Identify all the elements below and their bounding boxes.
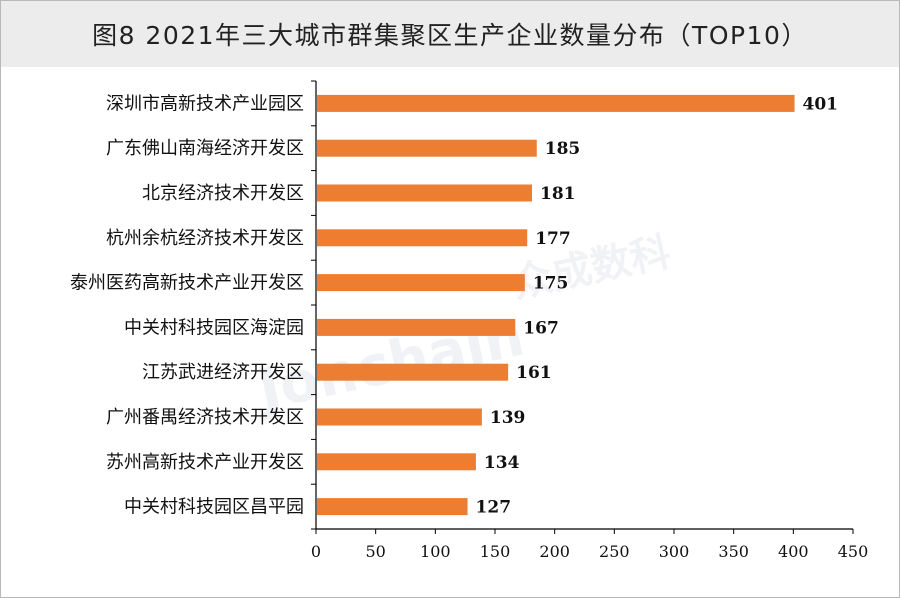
category-label: 深圳市高新技术产业园区 (106, 93, 304, 114)
category-label: 杭州余杭经济技术开发区 (106, 228, 304, 249)
x-tick-label: 100 (420, 542, 451, 561)
category-label: 中关村科技园区海淀园 (124, 317, 304, 338)
category-label: 中关村科技园区昌平园 (124, 497, 304, 518)
bar-6 (317, 318, 516, 336)
bar-5 (317, 274, 525, 292)
x-tick-label: 50 (365, 542, 385, 561)
bar-9 (317, 453, 476, 471)
x-tick-label: 0 (311, 542, 321, 561)
watermark-cn-text: 众成数科 (508, 229, 674, 307)
x-tick-label: 200 (539, 542, 570, 561)
value-label: 175 (533, 274, 569, 294)
x-tick-label: 400 (778, 542, 809, 561)
value-label: 181 (540, 184, 576, 204)
title-bar: 图8 2021年三大城市群集聚区生产企业数量分布（TOP10） (1, 1, 899, 67)
category-label: 广州番禺经济技术开发区 (106, 407, 304, 428)
bar-2 (317, 139, 537, 157)
value-label: 127 (476, 498, 512, 518)
bar-1 (317, 94, 795, 112)
value-label: 185 (545, 139, 581, 159)
category-label: 江苏武进经济开发区 (142, 362, 304, 383)
x-tick-label: 250 (599, 542, 630, 561)
bar-10 (317, 498, 468, 516)
bar-3 (317, 184, 532, 202)
chart-title: 图8 2021年三大城市群集聚区生产企业数量分布（TOP10） (92, 21, 808, 50)
category-label: 广东佛山南海经济开发区 (106, 138, 304, 159)
category-label: 北京经济技术开发区 (142, 183, 304, 204)
value-label: 177 (535, 229, 571, 249)
category-label: 泰州医药高新技术产业开发区 (70, 273, 304, 294)
x-tick-label: 300 (659, 542, 690, 561)
category-label: 苏州高新技术产业开发区 (106, 452, 304, 473)
value-label: 139 (490, 408, 525, 428)
x-tick-label: 350 (718, 542, 749, 561)
value-label: 134 (484, 453, 520, 473)
value-label: 161 (516, 363, 552, 383)
bar-4 (317, 229, 528, 247)
value-label: 401 (803, 94, 839, 114)
bar-8 (317, 408, 482, 426)
x-tick-label: 450 (838, 542, 869, 561)
bar-7 (317, 363, 509, 381)
x-tick-label: 150 (480, 542, 511, 561)
value-label: 167 (523, 318, 559, 338)
